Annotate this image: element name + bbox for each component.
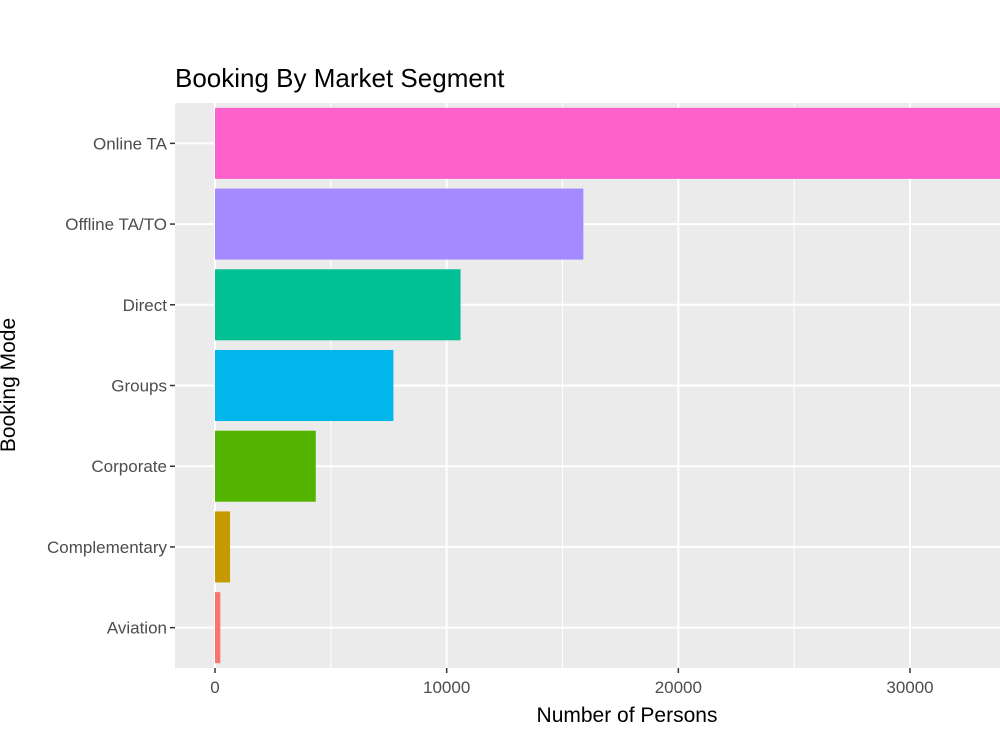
- bar-corporate: [215, 430, 316, 502]
- bar-complementary: [215, 511, 231, 583]
- x-axis-title: Number of Persons: [537, 704, 718, 727]
- y-tick-label: Direct: [123, 296, 168, 315]
- y-tick-label: Online TA: [93, 134, 168, 153]
- y-tick-label: Groups: [111, 377, 167, 396]
- bar-groups: [215, 349, 394, 422]
- bar-direct: [215, 269, 461, 341]
- bar-aviation: [215, 592, 221, 664]
- x-tick-label: 20000: [655, 678, 702, 697]
- bar-online-ta: [215, 107, 1000, 179]
- x-tick-label: 10000: [423, 678, 470, 697]
- y-axis-title: Booking Mode: [0, 318, 20, 452]
- y-tick-label: Offline TA/TO: [65, 215, 167, 234]
- y-tick-label: Aviation: [107, 619, 167, 638]
- y-tick-label: Complementary: [47, 538, 167, 557]
- plot-panel: Online TA Offline TA/TO Direct Groups Corpor…: [47, 103, 1000, 697]
- bar-offline-ta-to: [215, 188, 584, 260]
- x-tick-label: 0: [210, 678, 219, 697]
- chart-title: Booking By Market Segment: [175, 63, 505, 93]
- x-tick-label: 30000: [886, 678, 933, 697]
- y-tick-label: Corporate: [91, 457, 167, 476]
